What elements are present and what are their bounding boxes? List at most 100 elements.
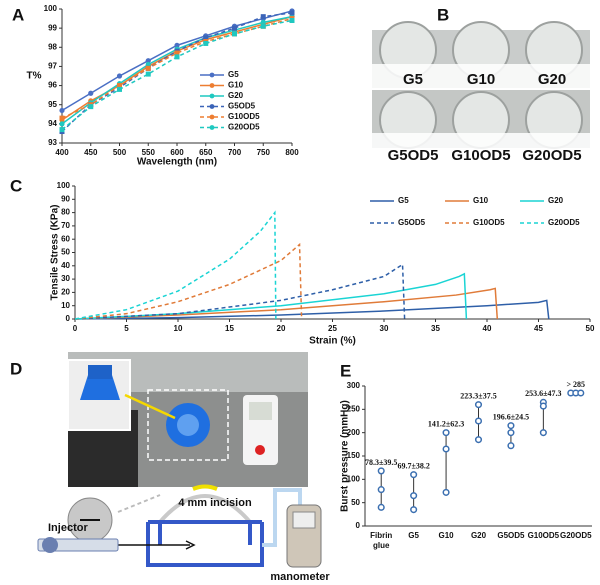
x-tick-label: 0 [73,324,78,333]
y-tick-label: 50 [351,498,360,507]
device-photo [67,352,308,487]
annotation: 196.6±24.5 [493,412,529,421]
x-tick-label: 450 [84,148,98,157]
point [203,35,209,41]
point [145,71,151,77]
y-tick-label: 100 [347,474,361,483]
point [539,402,547,410]
x-tick-label: 550 [142,148,156,157]
point [174,54,180,60]
y-tick-label: 200 [347,428,361,437]
legend-label: G20 [548,196,564,205]
y-tick-label: 93 [48,138,57,147]
panel-label: E [340,361,351,380]
x-tick-label: G20OD5 [560,531,592,540]
point [117,86,122,92]
point [174,50,180,56]
x-tick-label: 45 [534,324,543,333]
x-tick-label: 5 [124,324,129,333]
annotation: 223.3±37.5 [460,391,496,400]
point [442,429,450,437]
point [145,65,151,71]
x-tick-label: 400 [55,148,69,157]
x-tick-label: 50 [586,324,595,333]
point [260,19,266,25]
series-line [74,210,277,320]
x-tick-label: G10OD5 [528,531,560,540]
point [59,121,65,127]
annotation: 141.2±62.3 [428,419,464,428]
y-tick-label: 0 [356,521,361,530]
y-tick-label: 30 [61,274,70,283]
legend-label: G5OD5 [228,102,256,111]
point [59,115,65,121]
point [145,58,151,64]
point [410,506,418,514]
y-tick-label: 40 [61,261,70,270]
point [442,445,450,453]
well-label: G5OD5 [388,147,439,164]
y-tick-label: 98 [48,42,57,51]
point [59,107,65,114]
y-tick-label: 250 [347,404,361,413]
x-tick-label: 700 [228,148,242,157]
point [377,467,385,475]
y-tick-label: 20 [61,288,70,297]
well-photo [372,21,590,163]
point [88,104,94,110]
x-tick-label: G10 [439,531,455,540]
legend-marker [209,125,215,130]
x-tick-label: G20 [471,531,487,540]
legend-marker [209,72,215,78]
x-tick-label: Fibrin glue [370,531,392,550]
point [474,417,483,425]
point [474,436,483,444]
legend-label: G10OD5 [228,112,260,121]
y-tick-label: 90 [61,194,70,203]
point [260,23,266,29]
y-tick-label: 0 [66,314,71,323]
point [507,429,515,437]
point [289,17,295,23]
y-axis-title: Tensile Stress (KPa) [50,205,61,301]
legend-label: G5OD5 [398,218,426,227]
x-tick-line: Fibrin [370,531,392,540]
series-line [74,299,550,320]
point [577,389,585,397]
point [539,429,547,437]
incision-label: 4 mm incision [178,497,252,509]
point [410,492,418,500]
y-tick-label: 10 [61,301,70,310]
y-tick-label: 97 [48,62,57,71]
x-tick-label: G5OD5 [497,531,525,540]
legend-label: G10OD5 [473,218,505,227]
annotation: 253.6±47.3 [525,389,561,398]
x-tick-label: 35 [431,324,440,333]
y-tick-label: 70 [61,221,70,230]
series-line [74,272,468,320]
point [88,90,94,96]
well-label: G5 [403,71,423,88]
injector-label: Injector [48,522,88,534]
well-label: G10OD5 [451,147,510,164]
y-tick-label: 150 [347,451,361,460]
point [117,83,122,89]
legend-marker [209,93,215,99]
point [474,401,483,409]
legend-marker [209,114,215,120]
point [232,25,237,31]
point [59,127,65,133]
point [203,40,209,46]
point [260,14,266,20]
annotation: 69.7±38.2 [397,461,429,470]
panel-label: B [437,5,449,24]
y-tick-label: 95 [48,100,57,109]
y-axis-title: Burst pressure (mmHg) [340,400,351,512]
legend-marker [209,104,215,109]
legend-marker [209,83,215,88]
y-axis-title: T% [27,71,42,82]
legend-label: G20 [228,91,244,100]
point [507,442,515,450]
x-tick-label: 750 [257,148,271,157]
point [116,73,123,79]
